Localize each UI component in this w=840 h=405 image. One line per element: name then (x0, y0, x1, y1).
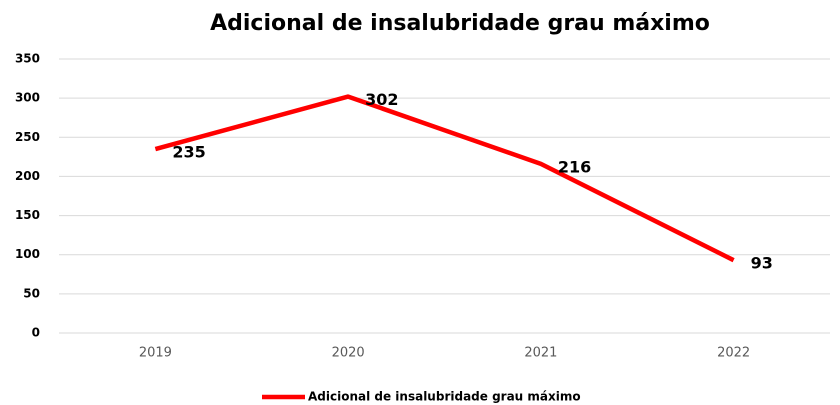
data-label: 235 (172, 143, 205, 162)
x-tick-label: 2019 (139, 346, 172, 361)
y-tick-label: 0 (32, 326, 40, 340)
data-label: 93 (751, 254, 773, 273)
line (154, 94, 735, 263)
legend-label: Adicional de insalubridade grau máximo (308, 390, 581, 404)
y-tick-label: 350 (15, 52, 40, 66)
y-tick-label: 50 (23, 286, 40, 300)
y-tick-label: 100 (15, 247, 40, 261)
x-tick-label: 2021 (524, 346, 557, 361)
chart-title: Adicional de insalubridade grau máximo (210, 11, 710, 36)
y-tick-label: 250 (15, 130, 40, 144)
y-tick-label: 300 (15, 91, 40, 105)
y-tick-label: 200 (15, 169, 40, 183)
x-tick-label: 2022 (717, 346, 750, 361)
x-tick-label: 2020 (332, 346, 365, 361)
data-label: 302 (365, 90, 398, 109)
data-label: 216 (558, 157, 591, 176)
y-tick-label: 150 (15, 208, 40, 222)
